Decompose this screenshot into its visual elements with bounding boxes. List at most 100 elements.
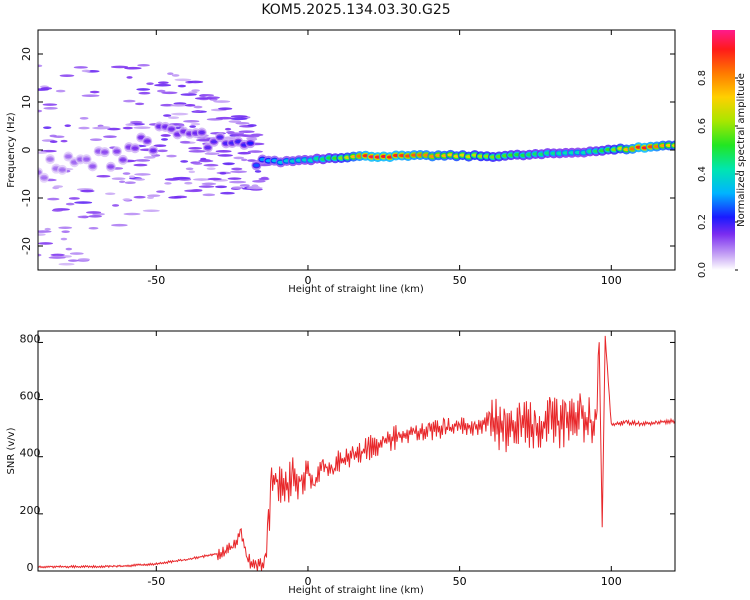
spectrogram-noise-blob [69, 252, 84, 255]
spectrogram-noise-blob [179, 140, 191, 144]
spectrogram-noise-blob [137, 63, 150, 67]
spectrogram-noise-blob [110, 65, 129, 69]
spectrogram-noise-blob [81, 94, 100, 98]
spectrogram-noise-blob [78, 126, 90, 130]
spectrogram-noise-blob [191, 89, 200, 92]
snr-x-label: Height of straight line (km) [288, 585, 424, 596]
spectrogram-noise-blob [164, 178, 180, 181]
spectrogram-noise-blob [254, 170, 262, 173]
spectrogram-noise-blob [230, 117, 248, 121]
spectrogram-noise-blob [97, 126, 111, 129]
spectrogram-noise-blob [51, 209, 63, 212]
spectrogram-noise-blob [160, 103, 174, 107]
spectrogram-noise-blob [222, 162, 235, 165]
spectrogram-noise-blob [47, 197, 60, 201]
spectrogram-noise-blob [154, 83, 172, 87]
spectrogram-noise-blob [136, 88, 151, 91]
spectrogram-noise-blob [38, 233, 46, 236]
spectrogram-noise-blob [218, 107, 233, 111]
spectrogram-noise-blob [171, 74, 180, 77]
spectrogram-noise-blob [112, 204, 120, 207]
spectrogram-noise-blob [58, 226, 73, 230]
spectrogram-noise-blob [153, 144, 167, 148]
spectrogram-noise-blob [134, 173, 151, 176]
spectrogram-noise-blob [187, 80, 204, 84]
spectrogram-noise-blob [156, 149, 168, 153]
snr-x-tick-label: -50 [147, 575, 165, 588]
spectrogram-noise-blob [231, 186, 244, 189]
spectrogram-noise-blob [38, 242, 54, 245]
spectrogram-noise-blob [49, 140, 58, 144]
spectrogram-noise-blob [231, 167, 243, 171]
spectrogram-noise-blob [74, 201, 93, 204]
spectrogram-noise-blob [180, 160, 189, 163]
spectrogram-noise-blob [184, 103, 196, 107]
spectrogram-noise-blob [124, 66, 142, 70]
colorbar-tick-label: 0.6 [697, 118, 708, 134]
spectrogram-noise-blob [122, 198, 132, 201]
spectrogram-marks [38, 63, 675, 273]
colorbar-tick-label: 0.2 [697, 214, 708, 230]
spectrogram-noise-blob [178, 124, 185, 127]
spectrogram-noise-blob [220, 191, 235, 195]
spectrogram-noise-blob [202, 193, 216, 197]
spectrogram-noise-blob [233, 156, 245, 160]
colorbar: 0.0 0.2 0.4 0.6 0.8 Normalized spectral ampl… [697, 30, 747, 278]
spectrogram-noise-blob [157, 81, 169, 84]
spectrogram-noise-blob [135, 102, 145, 106]
spectrogram-noise-blob [164, 182, 172, 185]
spectrogram-noise-blob [232, 134, 249, 137]
spectrogram-noise-blob [38, 253, 42, 257]
spectrogram-noise-blob [44, 270, 58, 273]
spectrogram-noise-blob [133, 126, 151, 130]
colorbar-ticks: 0.0 0.2 0.4 0.6 0.8 [697, 70, 738, 278]
spectrogram-noise-blob [189, 125, 196, 128]
spectrogram-noise-blob [251, 184, 259, 187]
spectrogram-noise-blob [247, 150, 263, 153]
spectrogram-noise-blob [96, 174, 111, 178]
spectrogram-noise-blob [161, 91, 178, 95]
spectrogram-noise-blob [58, 262, 75, 266]
spectrogram-noise-blob [65, 202, 75, 206]
spectrogram-noise-blob [238, 130, 255, 134]
spectrogram-x-tick-label: 100 [601, 274, 622, 287]
spectrogram-peak [47, 157, 54, 161]
spectrogram-noise-blob [156, 89, 166, 93]
spectrogram-noise-blob [48, 256, 66, 259]
spectrogram-noise-blob [60, 139, 68, 143]
snr-y-axis: 0 200 400 600 800 [20, 332, 675, 574]
spectrogram-noise-blob [68, 197, 80, 200]
spectrogram-y-tick-label: -20 [20, 237, 33, 255]
spectrogram-noise-blob [213, 100, 231, 103]
spectrogram-peak [210, 140, 217, 144]
spectrogram-noise-blob [42, 103, 58, 106]
spectrogram-noise-blob [143, 156, 156, 159]
spectrogram-noise-blob [111, 177, 126, 181]
spectrogram-x-axis: -50 0 50 100 [147, 30, 622, 287]
spectrogram-noise-blob [203, 163, 219, 167]
spectrogram-noise-blob [168, 196, 182, 199]
spectrogram-noise-blob [230, 115, 248, 118]
spectrogram-noise-blob [126, 76, 133, 79]
spectrogram-noise-blob [193, 105, 203, 109]
spectrogram-noise-blob [40, 87, 53, 90]
spectrogram-peak [144, 139, 151, 143]
spectrogram-noise-blob [119, 180, 126, 184]
spectrogram-noise-blob [133, 195, 146, 199]
spectrogram-noise-blob [229, 180, 247, 184]
spectrogram-noise-blob [61, 230, 70, 233]
snr-y-tick-label: 600 [20, 390, 41, 403]
spectrogram-noise-blob [103, 135, 117, 139]
spectrogram-x-label: Height of straight line (km) [288, 284, 424, 295]
spectrogram-noise-blob [184, 181, 193, 185]
spectrogram-noise-blob [80, 189, 95, 193]
spectrogram-noise-blob [55, 89, 66, 93]
spectrogram-noise-blob [89, 90, 100, 94]
spectrogram-noise-blob [206, 167, 216, 170]
spectrogram-noise-blob [59, 74, 75, 77]
spectrogram-noise-blob [166, 154, 177, 158]
spectrogram-noise-blob [252, 179, 266, 183]
colorbar-tick-label: 0.0 [697, 262, 708, 278]
spectrogram-noise-blob [247, 124, 257, 127]
spectrogram-noise-blob [180, 93, 197, 96]
